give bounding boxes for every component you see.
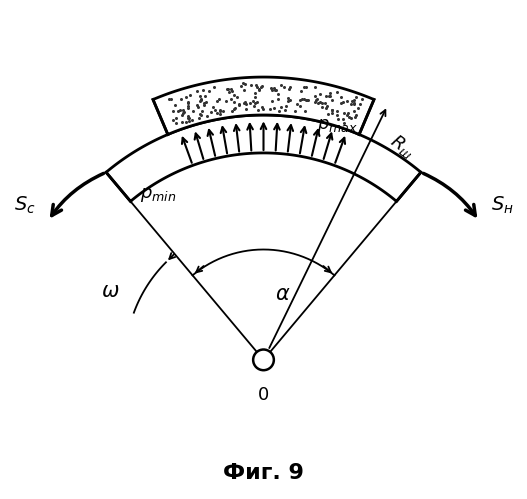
- Text: $R_ш$: $R_ш$: [386, 131, 418, 162]
- Text: $S_c$: $S_c$: [14, 194, 35, 216]
- Text: $p_{min}$: $p_{min}$: [140, 187, 176, 205]
- Polygon shape: [153, 77, 374, 134]
- Text: $\omega$: $\omega$: [101, 281, 120, 301]
- Text: $\alpha$: $\alpha$: [275, 284, 290, 304]
- Text: $S_н$: $S_н$: [492, 194, 514, 216]
- Text: $p_{max}$: $p_{max}$: [317, 117, 358, 135]
- Text: Фиг. 9: Фиг. 9: [223, 464, 304, 484]
- Circle shape: [253, 349, 274, 370]
- Polygon shape: [106, 115, 421, 201]
- Text: 0: 0: [258, 386, 269, 404]
